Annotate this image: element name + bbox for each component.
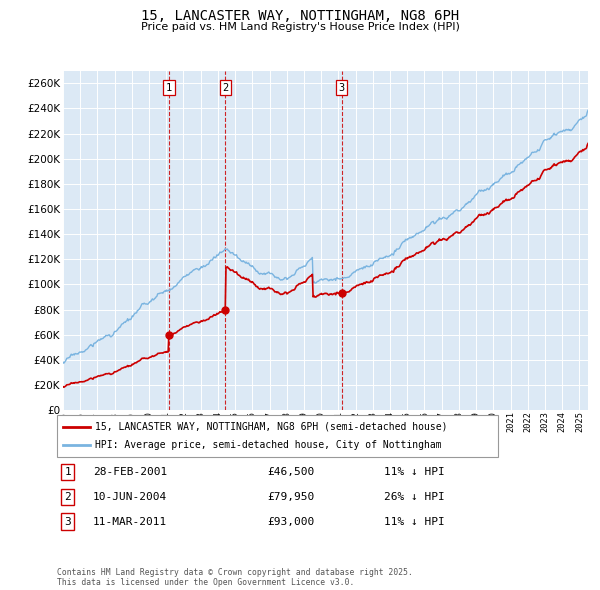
- Text: 3: 3: [338, 83, 345, 93]
- Text: Contains HM Land Registry data © Crown copyright and database right 2025.
This d: Contains HM Land Registry data © Crown c…: [57, 568, 413, 587]
- Text: 15, LANCASTER WAY, NOTTINGHAM, NG8 6PH (semi-detached house): 15, LANCASTER WAY, NOTTINGHAM, NG8 6PH (…: [95, 422, 448, 432]
- Text: 2: 2: [223, 83, 229, 93]
- Text: HPI: Average price, semi-detached house, City of Nottingham: HPI: Average price, semi-detached house,…: [95, 440, 442, 450]
- Text: £79,950: £79,950: [267, 492, 314, 502]
- Text: £93,000: £93,000: [267, 517, 314, 526]
- Text: 11% ↓ HPI: 11% ↓ HPI: [384, 467, 445, 477]
- Text: 15, LANCASTER WAY, NOTTINGHAM, NG8 6PH: 15, LANCASTER WAY, NOTTINGHAM, NG8 6PH: [141, 9, 459, 23]
- Text: 10-JUN-2004: 10-JUN-2004: [93, 492, 167, 502]
- Text: 1: 1: [64, 467, 71, 477]
- Text: 3: 3: [64, 517, 71, 526]
- Text: 2: 2: [64, 492, 71, 502]
- Text: 11% ↓ HPI: 11% ↓ HPI: [384, 517, 445, 526]
- Text: 1: 1: [166, 83, 172, 93]
- Text: £46,500: £46,500: [267, 467, 314, 477]
- Text: 11-MAR-2011: 11-MAR-2011: [93, 517, 167, 526]
- Text: 28-FEB-2001: 28-FEB-2001: [93, 467, 167, 477]
- Text: 26% ↓ HPI: 26% ↓ HPI: [384, 492, 445, 502]
- Text: Price paid vs. HM Land Registry's House Price Index (HPI): Price paid vs. HM Land Registry's House …: [140, 22, 460, 32]
